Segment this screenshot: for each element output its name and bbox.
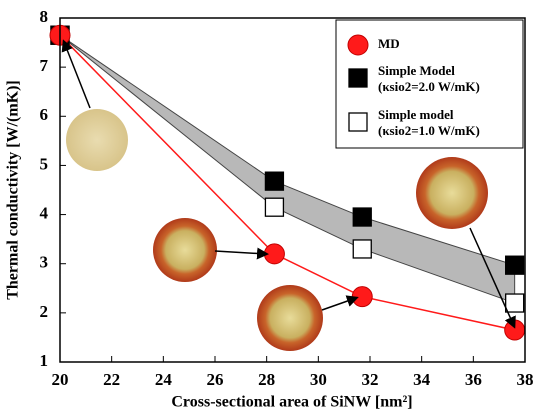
model-band	[59, 34, 516, 304]
nanowire-image	[153, 218, 217, 282]
y-tick-label: 4	[40, 203, 49, 222]
x-tick-label: 34	[413, 370, 431, 389]
nanowire-image	[416, 157, 488, 229]
x-tick-label: 28	[258, 370, 275, 389]
x-tick-label: 30	[310, 370, 327, 389]
legend-note: (κsio2=1.0 W/mK)	[378, 123, 480, 138]
frame	[59, 17, 526, 363]
legend-label: Simple Model	[378, 63, 455, 78]
arrow	[214, 247, 269, 260]
x-axis-title: Cross-sectional area of SiNW [nm²]	[171, 394, 412, 411]
point	[348, 68, 368, 88]
point	[348, 112, 368, 132]
series-line	[59, 34, 515, 331]
y-tick-label: 6	[40, 105, 49, 124]
x-tick-label: 24	[155, 370, 173, 389]
nanowire-images	[61, 39, 516, 351]
x-tick-label: 32	[362, 370, 379, 389]
point	[352, 239, 372, 259]
x-tick-label: 36	[465, 370, 482, 389]
x-tick-label: 38	[517, 370, 534, 389]
point	[352, 207, 372, 227]
x-tick-label: 20	[52, 370, 69, 389]
nanowire-image	[257, 285, 323, 351]
y-tick-label: 3	[40, 253, 49, 272]
x-tick-label: 26	[207, 370, 224, 389]
legend-note: (κsio2=2.0 W/mK)	[378, 79, 480, 94]
point	[505, 255, 525, 275]
y-tick-label: 7	[40, 56, 49, 75]
legend-entries: MD Simple Model(κsio2=2.0 W/mK) Simple mod…	[347, 34, 480, 138]
y-axis-title: Thermal conductivity [W/(mK)]	[5, 80, 22, 300]
point	[264, 197, 285, 217]
legend-label: MD	[378, 36, 400, 51]
legend-label: Simple model	[378, 107, 454, 122]
point	[264, 171, 285, 191]
y-tick-label: 8	[40, 7, 49, 26]
point	[263, 243, 285, 265]
arrow	[469, 227, 516, 329]
x-tick-label: 22	[103, 370, 120, 389]
point	[351, 286, 373, 308]
arrow	[321, 295, 359, 311]
arrow	[61, 39, 91, 109]
y-tick-label: 1	[40, 351, 49, 370]
nanowire-image	[66, 109, 128, 171]
y-tick-label: 5	[40, 154, 49, 173]
point	[505, 293, 525, 313]
y-tick-label: 2	[40, 302, 49, 321]
point	[504, 319, 526, 341]
point	[347, 34, 369, 56]
